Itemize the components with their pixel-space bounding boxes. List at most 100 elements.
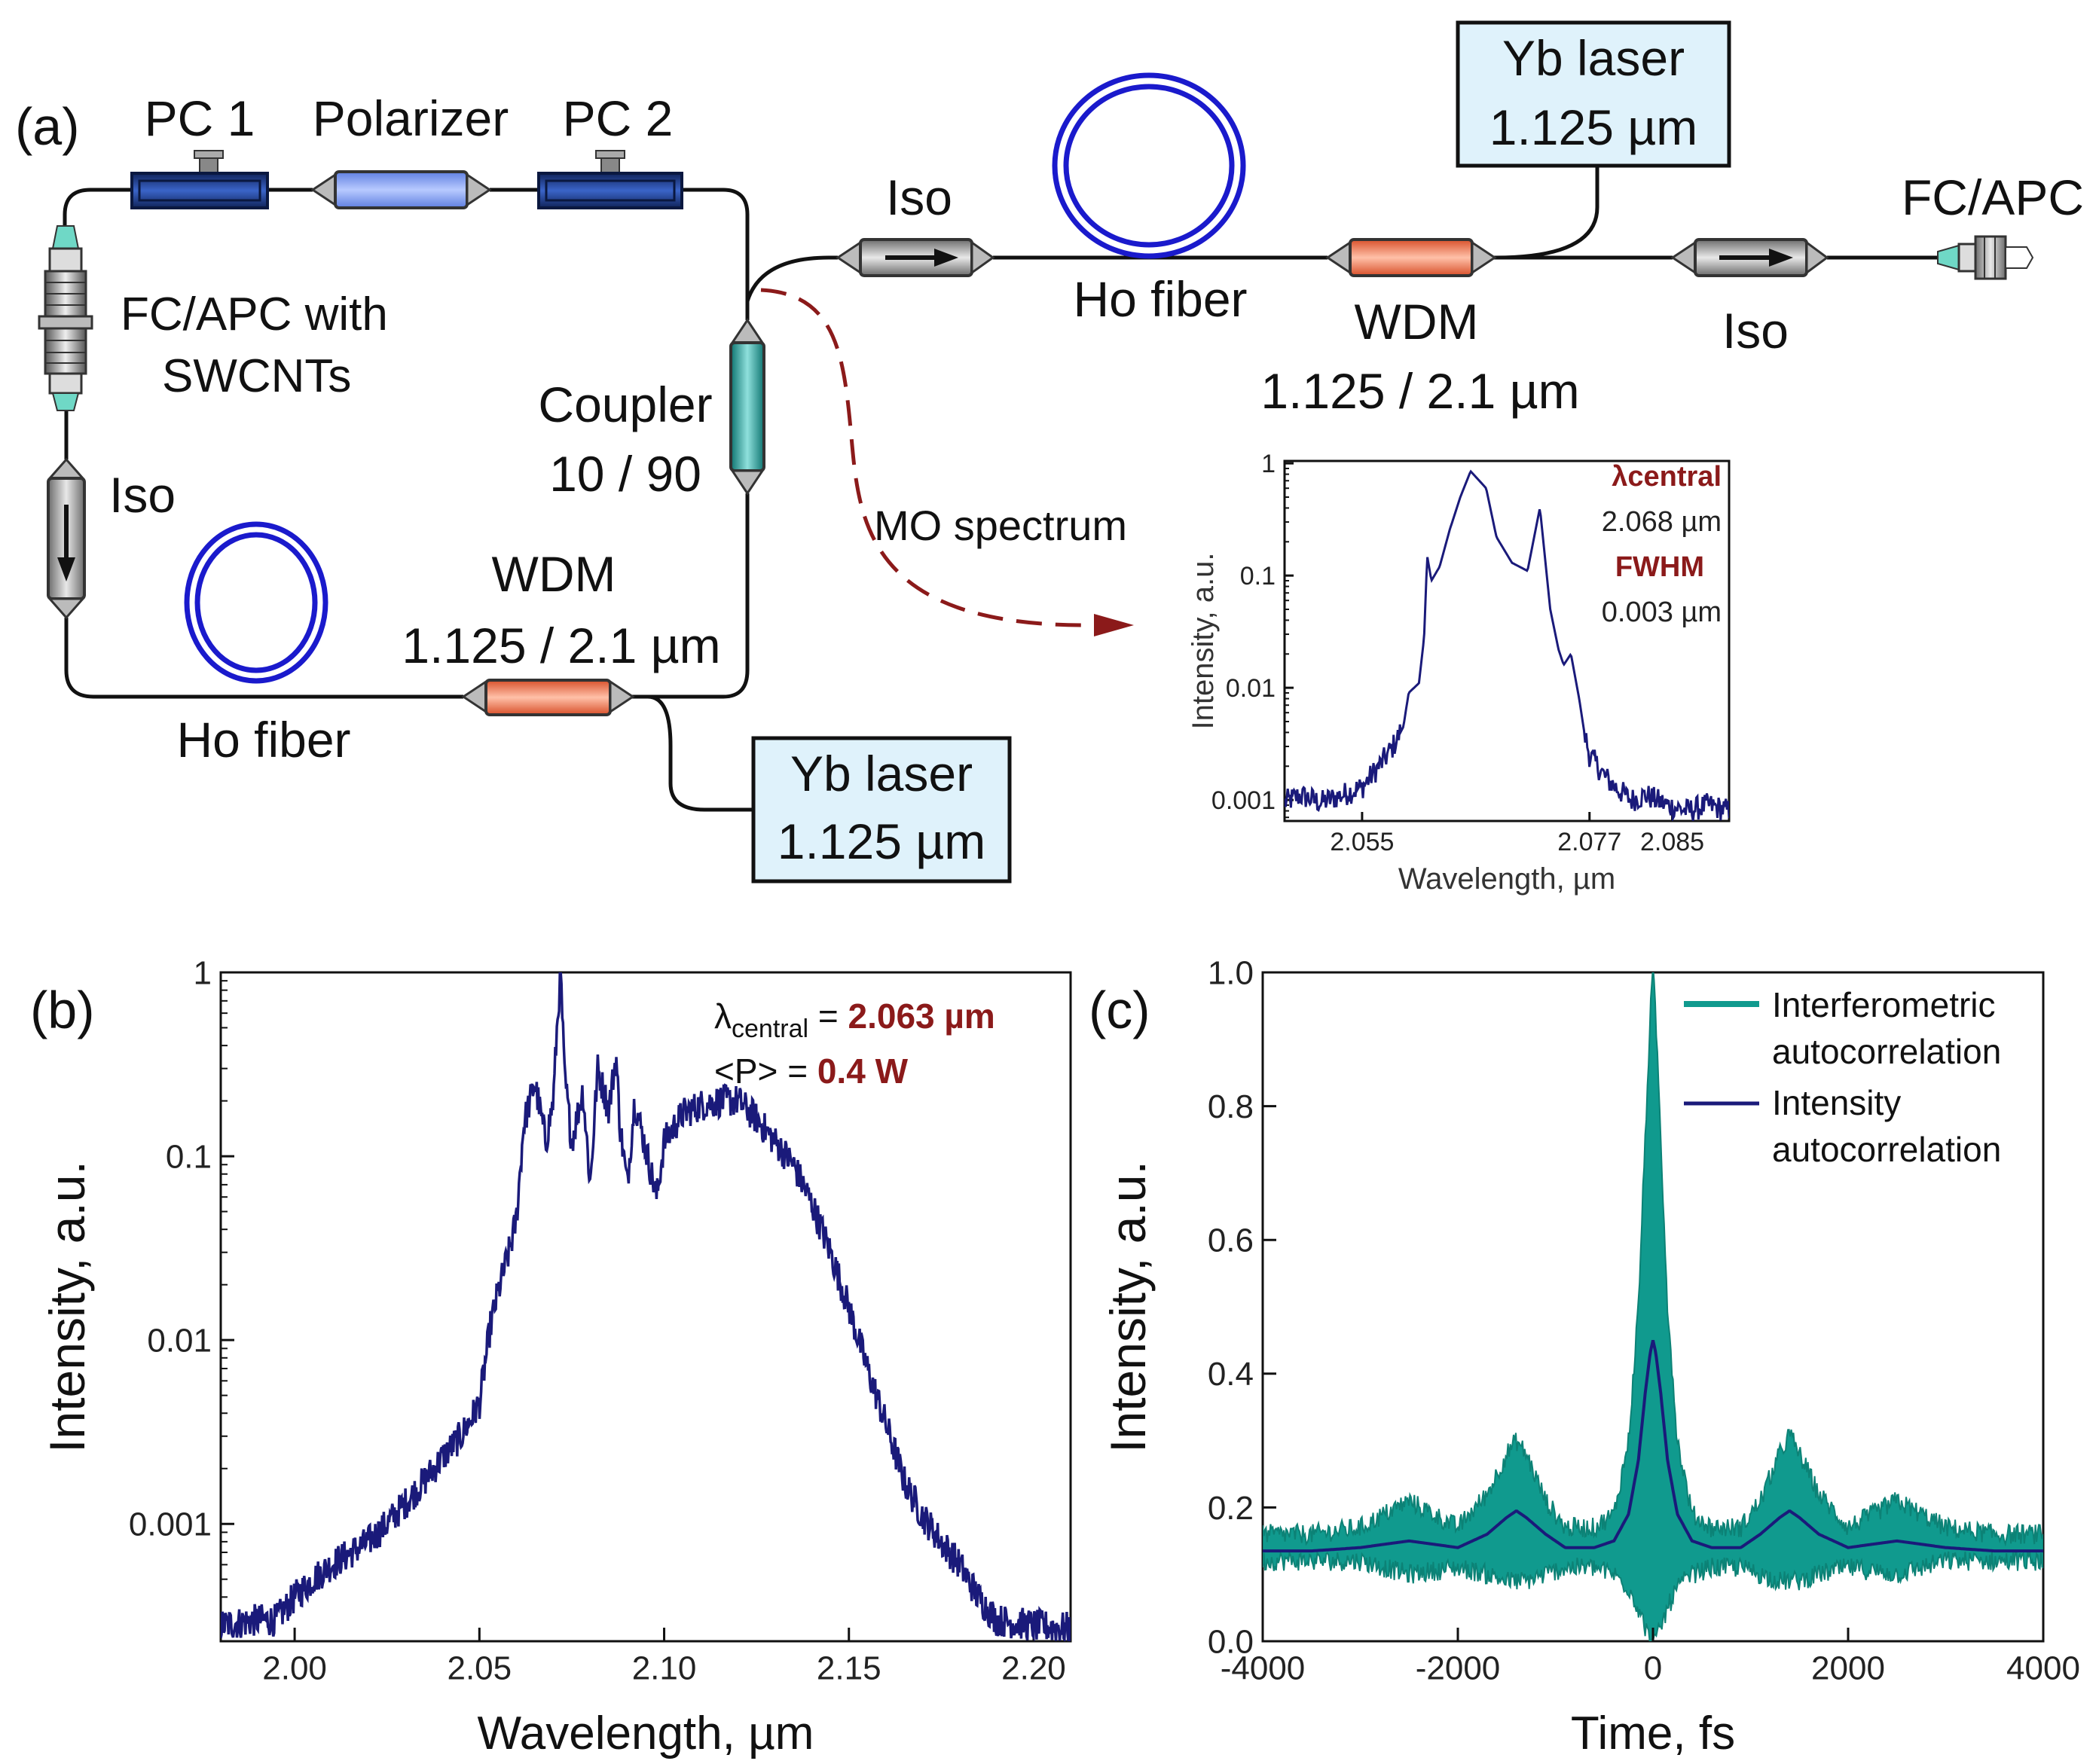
panel-b-xtick-label: 2.00 xyxy=(262,1650,327,1687)
fcapc-out-connector xyxy=(1937,235,2034,280)
legend-interferometric-line1: Interferometric xyxy=(1772,985,1996,1024)
panel-c-ytick-label: 0.4 xyxy=(1208,1356,1254,1393)
panel-b-plot-frame xyxy=(219,971,1072,1643)
inset-annotation-lambda-value: 2.068 µm xyxy=(1602,506,1722,538)
ho-fiber-left-coil xyxy=(184,521,328,684)
panel-b-power-value: 0.4 W xyxy=(817,1051,909,1091)
panel-b-lambda-value: 2.063 µm xyxy=(848,996,995,1036)
coupler-component xyxy=(729,318,765,496)
fiber-top-left xyxy=(63,188,132,226)
panel-a: (a) PC 1 Polarizer PC 2 xyxy=(15,20,2084,896)
yb-laser-left-line1: Yb laser xyxy=(790,746,973,801)
inset-x-axis-label: Wavelength, µm xyxy=(1398,862,1615,896)
polarizer-component xyxy=(310,170,492,209)
panel-c-ticks: -4000 -2000 0 2000 4000 0.0 0.2 0.4 0.6 0.8 1.0 xyxy=(1208,954,2080,1686)
mo-spectrum-arrowhead xyxy=(1094,614,1134,636)
iso-left-component xyxy=(47,457,86,620)
panel-b-ytick-label: 0.001 xyxy=(129,1506,212,1543)
panel-c-xtick-label: -2000 xyxy=(1416,1650,1501,1687)
fcapc-out-label: FC/APC xyxy=(1902,169,2084,225)
yb-laser-left-box xyxy=(751,736,1012,884)
inset-xtick-label: 2.055 xyxy=(1330,828,1394,856)
pc1-label: PC 1 xyxy=(145,90,255,146)
wdm-left-component xyxy=(461,679,635,716)
panel-c-xtick-label: -4000 xyxy=(1221,1650,1306,1687)
iso-right-label: Iso xyxy=(1722,303,1789,359)
mo-spectrum-arrow xyxy=(760,288,1096,627)
panel-b-xtick-label: 2.20 xyxy=(1001,1650,1066,1687)
inset-ytick-label: 0.1 xyxy=(1240,562,1276,591)
yb-laser-right-box xyxy=(1456,20,1731,168)
pc1-component xyxy=(130,150,269,209)
panel-b-y-axis-label: Intensity, a.u. xyxy=(39,1161,95,1453)
panel-b: (b) 2.00 2.05 2.10 2.15 2.20 0.001 0.01 0.1 1 Wa… xyxy=(30,954,1072,1759)
inset-y-axis-label: Intensity, a.u. xyxy=(1187,553,1220,730)
inset-plot-frame xyxy=(1283,459,1731,822)
panel-c-xtick-label: 2000 xyxy=(1811,1650,1885,1687)
panel-c-ytick-label: 0.8 xyxy=(1208,1088,1254,1125)
inset-spectrum-line xyxy=(1285,469,1729,821)
fiber-yb-left xyxy=(647,694,753,812)
fiber-coupler-wdm xyxy=(629,493,750,699)
panel-b-label: (b) xyxy=(30,981,95,1039)
polarizer-label: Polarizer xyxy=(313,90,509,146)
panel-c-ytick-label: 0.2 xyxy=(1208,1490,1254,1527)
ho-fiber-right-coil xyxy=(1052,72,1246,259)
yb-laser-right-line1: Yb laser xyxy=(1502,30,1685,86)
inset-ytick-label: 1 xyxy=(1261,450,1276,478)
wdm-right-label-line2: 1.125 / 2.1 µm xyxy=(1260,363,1579,419)
panel-b-annotation-power: <P> = 0.4 W xyxy=(714,1051,909,1091)
panel-c-ytick-label: 1.0 xyxy=(1208,954,1254,991)
inset-ticks: 2.055 2.077 2.085 0.001 0.01 0.1 1 xyxy=(1211,450,1704,856)
fiber-yb-right xyxy=(1495,154,1599,260)
inset-chart: 2.055 2.077 2.085 0.001 0.01 0.1 1 Wavelength,… xyxy=(1187,450,1731,896)
pc2-label: PC 2 xyxy=(563,90,674,146)
iso-right-component xyxy=(1670,238,1829,277)
panel-c-x-axis-label: Time, fs xyxy=(1571,1708,1735,1759)
inset-xtick-label: 2.085 xyxy=(1640,828,1704,856)
legend-interferometric-line2: autocorrelation xyxy=(1772,1032,2001,1071)
panel-b-annotation-lambda: λcentral = 2.063 µm xyxy=(714,996,995,1043)
panel-c: (c) -4000 -2000 0 2000 4000 0.0 0.2 0.4 0.6 0.8 1.… xyxy=(1089,954,2080,1759)
fiber-top-right xyxy=(682,188,750,320)
panel-b-spectrum-line xyxy=(221,972,1071,1641)
inset-xtick-label: 2.077 xyxy=(1557,828,1621,856)
iso-top-label: Iso xyxy=(886,169,952,225)
inset-annotation-lambda: λcentral xyxy=(1612,461,1722,493)
panel-c-legend: Interferometric autocorrelation Intensit… xyxy=(1684,985,2001,1169)
panel-b-xtick-label: 2.10 xyxy=(632,1650,697,1687)
fcapc-swcnt-label-line2: SWCNTs xyxy=(162,350,351,402)
panel-c-xtick-label: 4000 xyxy=(2006,1650,2080,1687)
wdm-left-label-line2: 1.125 / 2.1 µm xyxy=(402,618,720,673)
fcapc-swcnt-connector xyxy=(38,225,93,411)
panel-a-label: (a) xyxy=(15,97,80,156)
fcapc-swcnt-label-line1: FC/APC with xyxy=(121,288,388,340)
inset-ytick-label: 0.001 xyxy=(1211,786,1276,815)
panel-b-xtick-label: 2.05 xyxy=(447,1650,512,1687)
legend-intensity-line1: Intensity xyxy=(1772,1083,1901,1122)
panel-c-interferometric-area xyxy=(1263,972,2043,1641)
panel-c-ytick-label: 0.6 xyxy=(1208,1222,1254,1259)
ho-fiber-right-label: Ho fiber xyxy=(1073,271,1247,327)
panel-b-lambda-subscript: central xyxy=(732,1015,808,1043)
panel-b-ytick-label: 0.01 xyxy=(147,1323,212,1360)
panel-c-xtick-label: 0 xyxy=(1644,1650,1662,1687)
panel-b-lambda-symbol: λ xyxy=(714,996,732,1036)
panel-c-y-axis-label: Intensity, a.u. xyxy=(1100,1161,1156,1453)
wdm-right-component xyxy=(1325,238,1497,277)
iso-left-label: Iso xyxy=(109,467,176,523)
inset-annotation-fwhm-value: 0.003 µm xyxy=(1602,597,1722,628)
panel-b-ytick-label: 1 xyxy=(194,954,212,991)
panel-b-lambda-equals: = xyxy=(808,996,848,1036)
panel-b-ticks: 2.00 2.05 2.10 2.15 2.20 0.001 0.01 0.1 1 xyxy=(129,954,1066,1686)
panel-c-label: (c) xyxy=(1089,981,1150,1039)
fiber-coupler-out xyxy=(745,255,838,320)
wdm-left-label-line1: WDM xyxy=(492,546,616,602)
coupler-label-line1: Coupler xyxy=(538,377,712,432)
panel-b-ytick-label: 0.1 xyxy=(166,1138,212,1175)
panel-b-xtick-label: 2.15 xyxy=(817,1650,881,1687)
coupler-label-line2: 10 / 90 xyxy=(549,446,701,502)
panel-b-power-prefix: <P> = xyxy=(714,1051,817,1091)
